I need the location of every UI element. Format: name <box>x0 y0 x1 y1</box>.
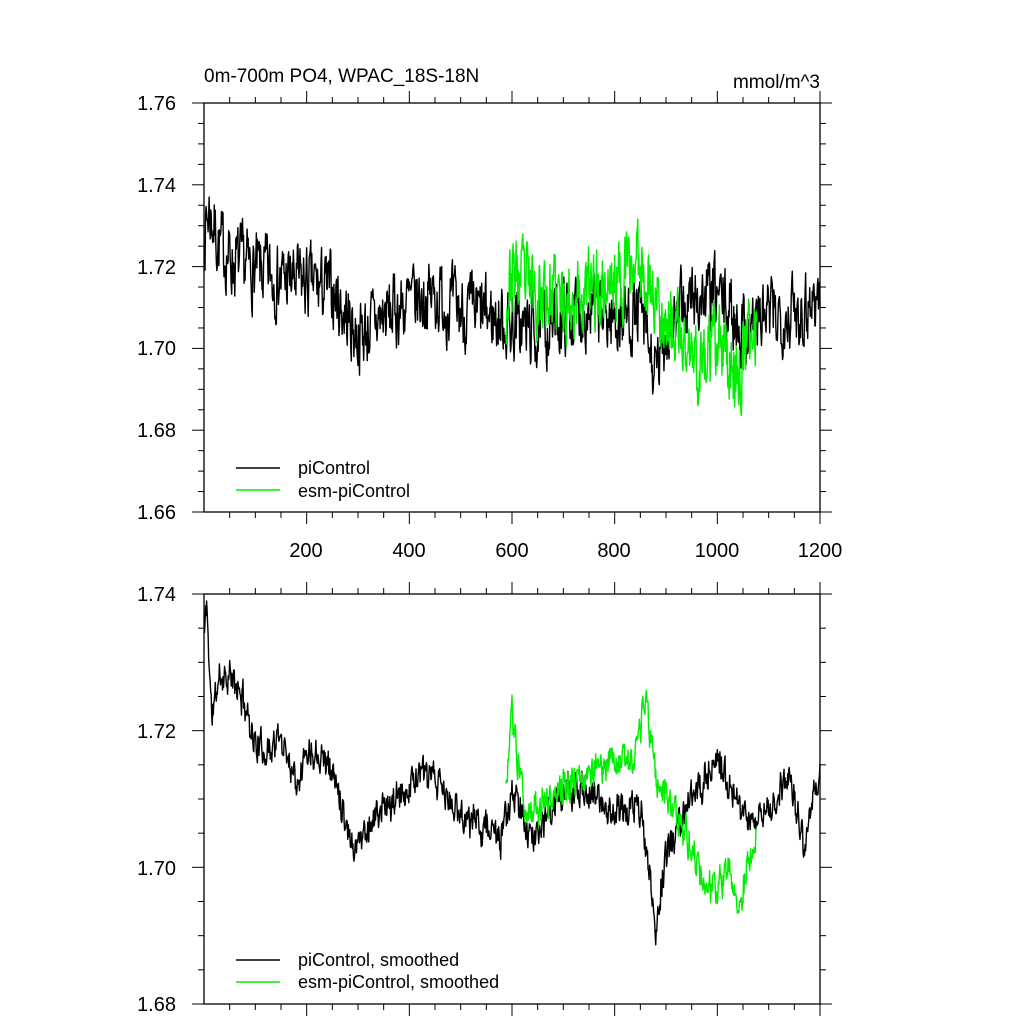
top-panel-units: mmol/m^3 <box>733 72 820 93</box>
top-x-tick-label: 400 <box>392 540 425 562</box>
top-x-tick-label: 1000 <box>695 540 740 562</box>
top-panel: 0m-700m PO4, WPAC_18S-18N mmol/m^3 1.76 … <box>137 66 842 562</box>
bottom-y-tick-label: 1.68 <box>137 994 176 1016</box>
legend-label-picontrol-smoothed: piControl, smoothed <box>298 950 459 970</box>
bottom-panel: 1.74 1.72 1.70 1.68 piControl, smoothed … <box>137 582 832 1016</box>
bottom-axis-ticks <box>192 582 832 1016</box>
bottom-y-tick-labels: 1.74 1.72 1.70 1.68 <box>137 584 176 1016</box>
top-legend: piControl esm-piControl <box>236 458 410 501</box>
bottom-legend: piControl, smoothed esm-piControl, smoot… <box>236 950 499 992</box>
legend-label-esm-picontrol: esm-piControl <box>298 481 410 501</box>
bottom-y-tick-label: 1.74 <box>137 584 176 606</box>
top-y-tick-label: 1.74 <box>137 175 176 197</box>
top-panel-title: 0m-700m PO4, WPAC_18S-18N <box>204 66 479 87</box>
legend-label-esm-picontrol-smoothed: esm-piControl, smoothed <box>298 972 499 992</box>
top-y-tick-label: 1.70 <box>137 338 176 360</box>
top-y-tick-labels: 1.76 1.74 1.72 1.70 1.68 1.66 <box>137 93 176 524</box>
bottom-series-group <box>203 600 821 946</box>
top-y-tick-label: 1.68 <box>137 420 176 442</box>
top-x-tick-label: 200 <box>289 540 322 562</box>
top-series-group <box>203 196 821 417</box>
series-line-esm-picontrol <box>505 218 758 417</box>
top-y-tick-label: 1.66 <box>137 502 176 524</box>
series-line-esm-picontrol-smoothed <box>505 689 758 914</box>
top-x-tick-label: 600 <box>495 540 528 562</box>
top-y-tick-label: 1.72 <box>137 257 176 279</box>
bottom-y-tick-label: 1.72 <box>137 721 176 743</box>
top-x-tick-label: 800 <box>597 540 630 562</box>
bottom-y-tick-label: 1.70 <box>137 858 176 880</box>
top-x-tick-labels: 200 400 600 800 1000 1200 <box>289 540 842 562</box>
top-axis-ticks <box>192 91 832 524</box>
series-line-picontrol-smoothed <box>203 600 821 946</box>
top-y-tick-label: 1.76 <box>137 93 176 115</box>
top-x-tick-label: 1200 <box>798 540 843 562</box>
legend-label-picontrol: piControl <box>298 458 370 478</box>
